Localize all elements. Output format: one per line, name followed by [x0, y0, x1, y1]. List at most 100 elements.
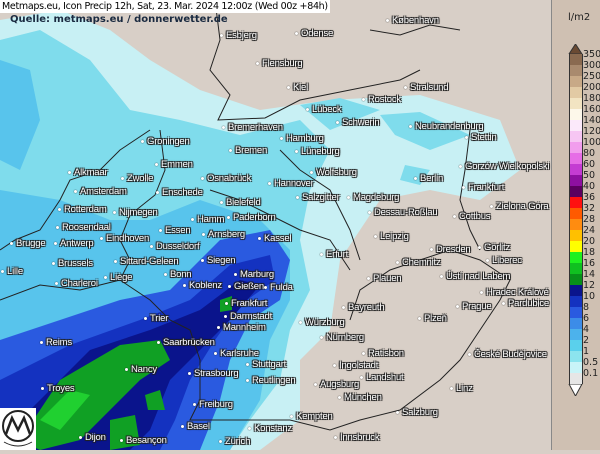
city-label: Paderborn — [227, 212, 276, 223]
legend-color-swatch — [569, 307, 583, 318]
city-label: Darmstadt — [224, 311, 272, 322]
legend-color-swatch — [569, 241, 583, 252]
city-label: Dusseldorf — [150, 241, 200, 252]
city-label: Zielona Góra — [490, 201, 549, 212]
city-label: Karlsruhe — [214, 348, 259, 359]
legend-value: 10 — [583, 291, 596, 302]
city-label: Bonn — [164, 269, 192, 280]
legend-value: 140 — [583, 115, 600, 126]
city-label: Nancy — [125, 364, 157, 375]
legend-value: 350 — [583, 49, 600, 60]
city-label: Hradec Králové — [480, 287, 549, 298]
legend-color-swatch — [569, 373, 583, 384]
city-label: Nürnberg — [320, 332, 364, 343]
legend-color-swatch — [569, 186, 583, 197]
city-label: Augsburg — [314, 379, 359, 390]
legend-value: 36 — [583, 192, 596, 203]
city-label: Bielefeld — [220, 197, 261, 208]
city-label: Alkmaar — [68, 167, 108, 178]
city-label: Ratisbon — [362, 348, 404, 359]
city-label: Sittard-Geleen — [114, 256, 179, 267]
city-label: Plzeň — [418, 313, 447, 324]
legend-color-swatch — [569, 230, 583, 241]
legend: l/m2 350 300 250 200 180 160 140 120 100 80 60 50 40… — [551, 0, 600, 450]
city-label: Stettin — [465, 132, 497, 143]
city-label: Brussels — [52, 258, 93, 269]
legend-value: 200 — [583, 82, 600, 93]
legend-color-swatch — [569, 76, 583, 87]
city-label: Mannheim — [217, 322, 266, 333]
legend-color-swatch — [569, 65, 583, 76]
legend-unit: l/m2 — [568, 12, 591, 23]
legend-bottom-arrow-icon — [568, 384, 583, 396]
legend-value: 24 — [583, 225, 596, 236]
city-label: Würzburg — [299, 317, 345, 328]
city-label: Gießen — [228, 281, 264, 292]
city-label: Liberec — [486, 255, 522, 266]
city-label: Prague — [456, 301, 492, 312]
legend-value: 14 — [583, 269, 596, 280]
metmaps-logo — [0, 408, 36, 450]
city-label: Kassel — [258, 233, 292, 244]
city-label: Zürich — [219, 436, 250, 447]
city-label: Dessau-Roßlau — [368, 207, 438, 218]
legend-top-arrow-icon — [568, 44, 583, 54]
city-label: Besançon — [120, 435, 167, 446]
legend-value: 0.1 — [583, 368, 599, 379]
legend-color-swatch — [569, 329, 583, 340]
city-label: Kiel — [287, 82, 308, 93]
legend-color-swatch — [569, 340, 583, 351]
legend-value: 1 — [583, 346, 590, 357]
legend-color-swatch — [569, 219, 583, 230]
city-label: Siegen — [201, 255, 236, 266]
city-label: Koblenz — [183, 280, 222, 291]
city-label: Bayreuth — [342, 302, 385, 313]
city-label: Salzburg — [396, 407, 438, 418]
city-label: Amsterdam — [74, 186, 127, 197]
city-label: Gorzów Wielkopolski — [459, 161, 550, 172]
legend-value: 80 — [583, 148, 596, 159]
city-label: Osnabrück — [201, 173, 251, 184]
legend-value: 2 — [583, 335, 590, 346]
city-label: Konstanz — [248, 423, 292, 434]
legend-color-swatch — [569, 285, 583, 296]
legend-value: 60 — [583, 159, 596, 170]
city-label: Görlitz — [478, 242, 510, 253]
map-title: Metmaps.eu, Icon Precip 12h, Sat, 23. Ma… — [0, 0, 330, 13]
city-label: Lüneburg — [295, 146, 340, 157]
city-label: Charleroi — [55, 278, 98, 289]
legend-value: 0.5 — [583, 357, 599, 368]
city-label: Marburg — [234, 269, 274, 280]
legend-color-swatch — [569, 87, 583, 98]
city-label: Saarbrücken — [157, 337, 215, 348]
city-label: Reutlingen — [246, 375, 296, 386]
legend-color-swatch — [569, 142, 583, 153]
source-credit: Quelle: metmaps.eu / donnerwetter.de — [10, 14, 228, 25]
city-label: Troyes — [41, 383, 75, 394]
city-label: Flensburg — [256, 58, 303, 69]
city-label: Leipzig — [374, 231, 409, 242]
city-label: Fulda — [264, 282, 293, 293]
city-label: Groningen — [141, 136, 190, 147]
legend-color-swatch — [569, 296, 583, 307]
legend-color-swatch — [569, 131, 583, 142]
city-label: Strasbourg — [188, 368, 239, 379]
legend-value: 6 — [583, 313, 590, 324]
city-label: Reims — [40, 337, 72, 348]
legend-color-swatch — [569, 109, 583, 120]
legend-value: 12 — [583, 280, 596, 291]
city-label: Hannover — [268, 178, 314, 189]
legend-value: 4 — [583, 324, 590, 335]
city-label: Plauen — [367, 273, 402, 284]
legend-value: 8 — [583, 302, 590, 313]
legend-color-swatch — [569, 362, 583, 373]
legend-value: 180 — [583, 93, 600, 104]
city-label: Antwerp — [54, 238, 94, 249]
legend-value: 120 — [583, 126, 600, 137]
city-label: Linz — [450, 383, 473, 394]
city-label: Wolfsburg — [310, 167, 357, 178]
legend-color-swatch — [569, 208, 583, 219]
city-label: Frankfurt — [225, 298, 267, 309]
legend-value: 20 — [583, 236, 596, 247]
city-label: Dresden — [430, 244, 471, 255]
